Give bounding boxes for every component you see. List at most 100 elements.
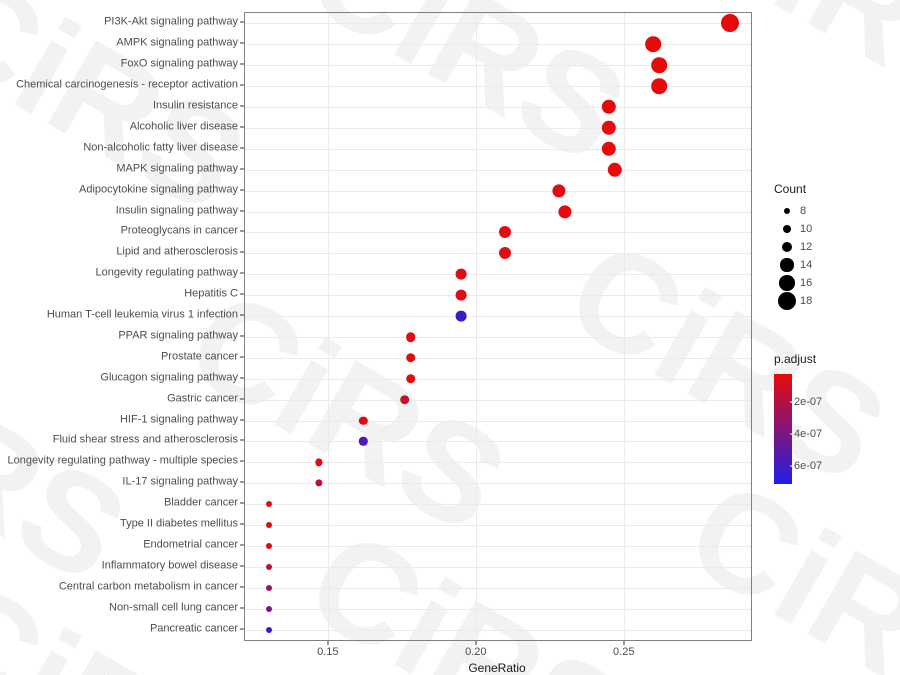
legend-count-item: 14 (774, 256, 812, 274)
gridline-v (328, 13, 329, 640)
y-tick-label: Glucagon signaling pathway (100, 372, 238, 383)
data-point (456, 269, 467, 280)
gridline-h (245, 630, 751, 631)
gridline-h (245, 149, 751, 150)
x-tick-mark (623, 641, 624, 645)
data-point (315, 459, 322, 466)
y-tick-mark (240, 64, 244, 65)
y-tick-label: AMPK signaling pathway (116, 38, 238, 49)
gridline-h (245, 525, 751, 526)
legend-count-label: 12 (800, 241, 812, 253)
gridline-v (476, 13, 477, 640)
y-tick-mark (240, 377, 244, 378)
data-point (266, 564, 272, 570)
y-tick-label: Central carbon metabolism in cancer (59, 581, 238, 592)
x-tick-label: 0.15 (317, 646, 338, 658)
gridline-h (245, 421, 751, 422)
data-point (456, 290, 467, 301)
gridline-h (245, 295, 751, 296)
data-point (558, 205, 571, 218)
y-tick-mark (240, 461, 244, 462)
gridline-h (245, 232, 751, 233)
legend-count-label: 8 (800, 205, 806, 217)
gridline-h (245, 400, 751, 401)
y-tick-label: Gastric cancer (167, 393, 238, 404)
legend-color: p.adjust 2e-074e-076e-07 (774, 352, 834, 486)
data-point (602, 142, 616, 156)
y-tick-label: Inflammatory bowel disease (102, 560, 238, 571)
data-point (406, 332, 416, 342)
y-tick-label: Fluid shear stress and atherosclerosis (53, 435, 238, 446)
y-tick-mark (240, 524, 244, 525)
y-tick-mark (240, 85, 244, 86)
y-tick-mark (240, 294, 244, 295)
legend-count-dot (780, 258, 793, 271)
data-point (499, 247, 511, 259)
legend-count-dot (779, 275, 795, 291)
legend-count-dot (782, 242, 793, 253)
y-tick-label: Pancreatic cancer (150, 623, 238, 634)
y-tick-mark (240, 398, 244, 399)
y-tick-label: Adipocytokine signaling pathway (79, 184, 238, 195)
data-point (651, 57, 667, 73)
gridline-h (245, 44, 751, 45)
y-tick-label: Human T-cell leukemia virus 1 infection (47, 310, 238, 321)
y-tick-mark (240, 168, 244, 169)
legend-count: Count 81012141618 (774, 182, 812, 310)
y-tick-label: Longevity regulating pathway - multiple … (7, 456, 238, 467)
data-point (406, 353, 416, 363)
gridline-h (245, 274, 751, 275)
data-point (359, 437, 367, 445)
data-point (499, 226, 511, 238)
data-point (456, 311, 467, 322)
x-tick-label: 0.25 (613, 646, 634, 658)
y-tick-mark (240, 147, 244, 148)
y-tick-label: Longevity regulating pathway (96, 268, 238, 279)
legend-color-tick-label: 2e-07 (794, 396, 822, 408)
y-tick-mark (240, 335, 244, 336)
y-tick-mark (240, 106, 244, 107)
x-tick-mark (475, 641, 476, 645)
y-tick-label: Non-small cell lung cancer (109, 602, 238, 613)
y-tick-label: Hepatitis C (184, 289, 238, 300)
y-tick-mark (240, 356, 244, 357)
y-tick-mark (240, 189, 244, 190)
legend-count-dot (778, 292, 796, 310)
x-tick-label: 0.20 (465, 646, 486, 658)
data-point (552, 184, 565, 197)
legend-count-label: 10 (800, 223, 812, 235)
legend-count-label: 16 (800, 277, 812, 289)
data-point (602, 121, 616, 135)
y-tick-mark (240, 126, 244, 127)
gridline-h (245, 441, 751, 442)
gridline-h (245, 86, 751, 87)
data-point (315, 480, 322, 487)
data-point (608, 163, 622, 177)
y-tick-mark (240, 482, 244, 483)
gridline-h (245, 170, 751, 171)
gridline-h (245, 379, 751, 380)
y-tick-mark (240, 252, 244, 253)
y-tick-mark (240, 273, 244, 274)
y-tick-label: Endometrial cancer (143, 539, 238, 550)
legend-count-dot (783, 225, 791, 233)
legend-color-gradient (774, 374, 792, 484)
data-point (266, 585, 272, 591)
y-tick-label: Lipid and atherosclerosis (116, 247, 238, 258)
x-tick-mark (327, 641, 328, 645)
legend-count-label: 14 (800, 259, 812, 271)
y-tick-mark (240, 628, 244, 629)
y-tick-mark (240, 607, 244, 608)
y-tick-label: Insulin resistance (153, 101, 238, 112)
gridline-h (245, 128, 751, 129)
data-point (406, 374, 416, 384)
y-tick-label: Type II diabetes mellitus (120, 519, 238, 530)
gridline-h (245, 567, 751, 568)
y-tick-mark (240, 315, 244, 316)
data-point (646, 37, 662, 53)
legend-count-item: 18 (774, 292, 812, 310)
data-point (359, 416, 367, 424)
y-tick-mark (240, 503, 244, 504)
y-tick-mark (240, 440, 244, 441)
y-axis-labels: PI3K-Akt signaling pathwayAMPK signaling… (0, 12, 242, 639)
